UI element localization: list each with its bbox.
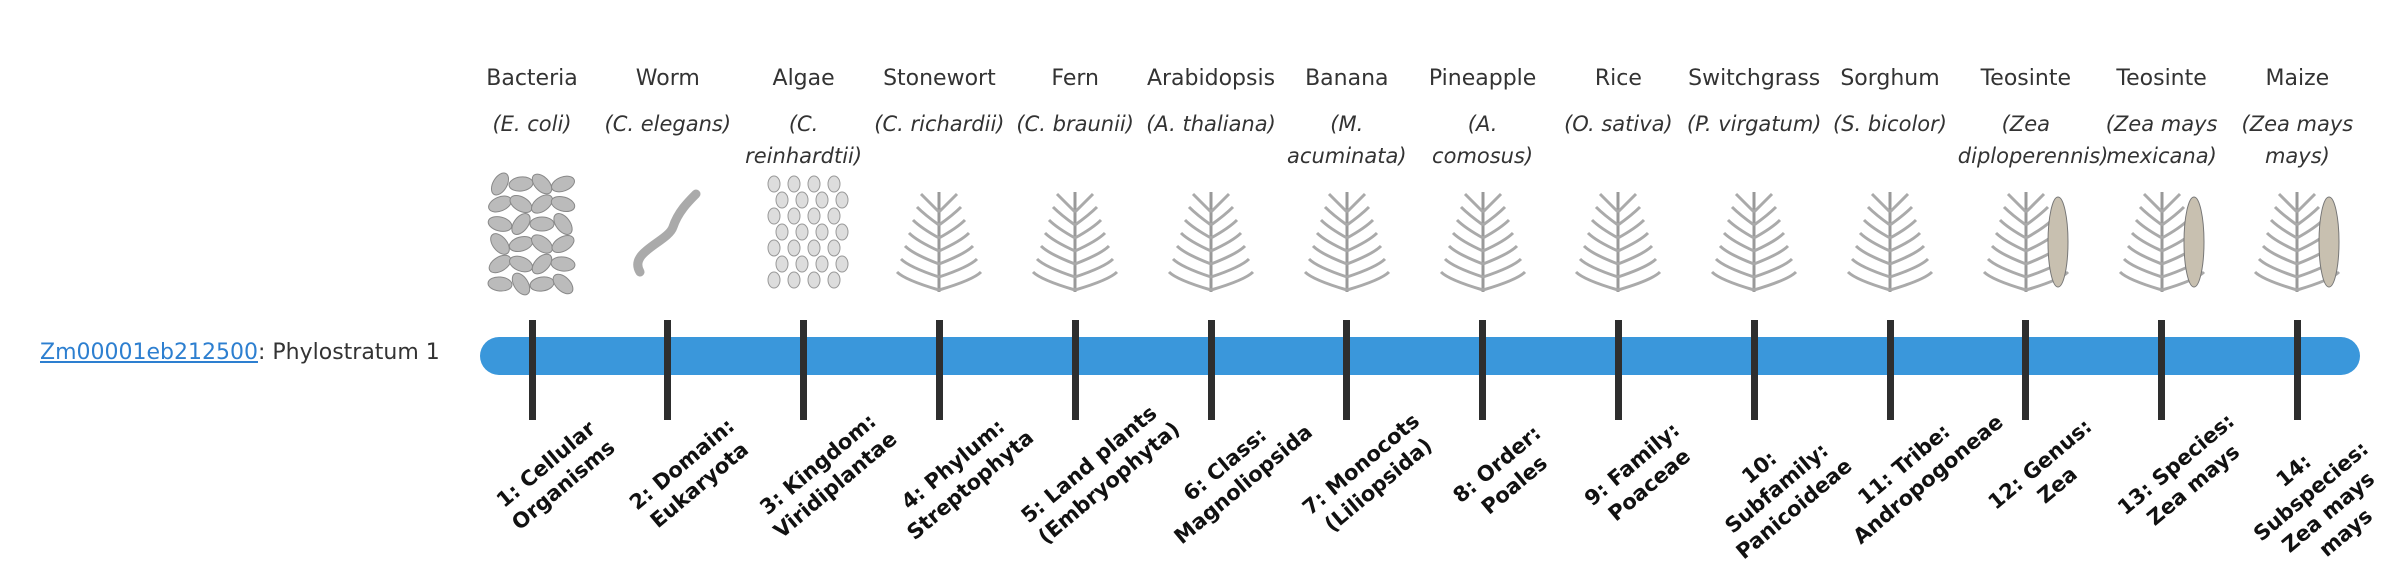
timeline-tick xyxy=(528,320,536,420)
organism-name: Arabidopsis xyxy=(1146,66,1276,91)
organism-name: Bacteria xyxy=(486,66,578,91)
timeline-tick xyxy=(1479,320,1487,420)
stratum-label: 3: Kingdom: Viridiplantae xyxy=(754,408,902,544)
timeline-tick xyxy=(2022,320,2030,420)
organism-latin: (C. elegans) xyxy=(604,112,732,136)
organism-name: Worm xyxy=(635,66,700,91)
organism-latin: (E. coli) xyxy=(492,112,572,136)
timeline-tick xyxy=(664,320,672,420)
organism-icon xyxy=(2118,192,2205,292)
organism-latin: (C. reinhardtii) xyxy=(745,112,863,168)
gene-label: Zm00001eb212500: Phylostratum 1 xyxy=(40,340,440,365)
organism-name: Fern xyxy=(1051,66,1099,91)
organism-latin: (A. comosus) xyxy=(1432,112,1534,168)
organism-latin: (M. acuminata) xyxy=(1287,112,1407,168)
organism-latin: (Zea mays mexicana) xyxy=(2105,112,2218,168)
timeline-tick xyxy=(935,320,943,420)
organism-icon xyxy=(1711,192,1798,292)
organism-icon xyxy=(767,175,849,289)
organism-name: Algae xyxy=(772,66,835,91)
timeline-tick xyxy=(1614,320,1622,420)
organism-name: Maize xyxy=(2265,66,2330,91)
timeline-tick xyxy=(1750,320,1758,420)
organism-icon xyxy=(1982,192,2069,292)
organism-latin: (C. braunii) xyxy=(1016,112,1134,136)
timeline-tick xyxy=(800,320,808,420)
timeline-tick xyxy=(1886,320,1894,420)
timeline-tick xyxy=(1071,320,1079,420)
organism-icon xyxy=(1167,192,1255,292)
organism-latin: (A. thaliana) xyxy=(1146,112,1276,136)
timeline-tick xyxy=(1207,320,1215,420)
organism-latin: (P. virgatum) xyxy=(1686,112,1822,136)
organism-name: Stonewort xyxy=(883,66,996,91)
timeline-tick xyxy=(2293,320,2301,420)
timeline-tick xyxy=(1343,320,1351,420)
organism-latin: (C. richardii) xyxy=(874,112,1005,136)
organism-latin: (O. sativa) xyxy=(1564,112,1673,136)
organism-icon xyxy=(487,172,576,296)
timeline-bar xyxy=(480,337,2360,375)
gene-link[interactable]: Zm00001eb212500 xyxy=(40,340,258,365)
organism-latin: (S. bicolor) xyxy=(1833,112,1947,136)
organism-icon xyxy=(1032,192,1119,292)
organism-icon xyxy=(1846,192,1934,292)
organism-name: Pineapple xyxy=(1428,66,1537,91)
organism-icon xyxy=(633,189,701,277)
organism-icon xyxy=(2254,192,2341,292)
organism-latin: (Zea mays mays) xyxy=(2241,112,2354,168)
organism-icon xyxy=(896,192,983,292)
organism-latin: (Zea diploperennis) xyxy=(1957,112,2109,168)
organism-name: Teosinte xyxy=(2116,66,2207,91)
timeline-tick xyxy=(2158,320,2166,420)
stratum-label: 1: Cellular Organisms xyxy=(491,416,620,535)
stratum-label: 2: Domain: Eukaryota xyxy=(624,413,753,533)
gene-stratum: : Phylostratum 1 xyxy=(257,340,440,365)
organism-name: Switchgrass xyxy=(1688,66,1821,91)
stratum-label: 7: Monocots (Liliopsida) xyxy=(1297,408,1437,537)
stratum-label: 4: Phylum: Streptophyta xyxy=(897,414,1039,545)
organism-name: Teosinte xyxy=(1980,66,2071,91)
organism-name: Sorghum xyxy=(1840,66,1940,91)
organism-icon xyxy=(1575,192,1662,292)
organism-icon xyxy=(1303,192,1390,292)
stratum-label: 5: Land plants (Embryophyta) xyxy=(1016,400,1185,549)
organism-name: Banana xyxy=(1305,66,1389,91)
organism-icon xyxy=(1439,192,1526,292)
stratum-label: 6: Class: Magnoliopsida xyxy=(1169,419,1317,549)
stratum-label: 8: Order: Poales xyxy=(1448,420,1552,520)
organism-name: Rice xyxy=(1594,66,1642,91)
